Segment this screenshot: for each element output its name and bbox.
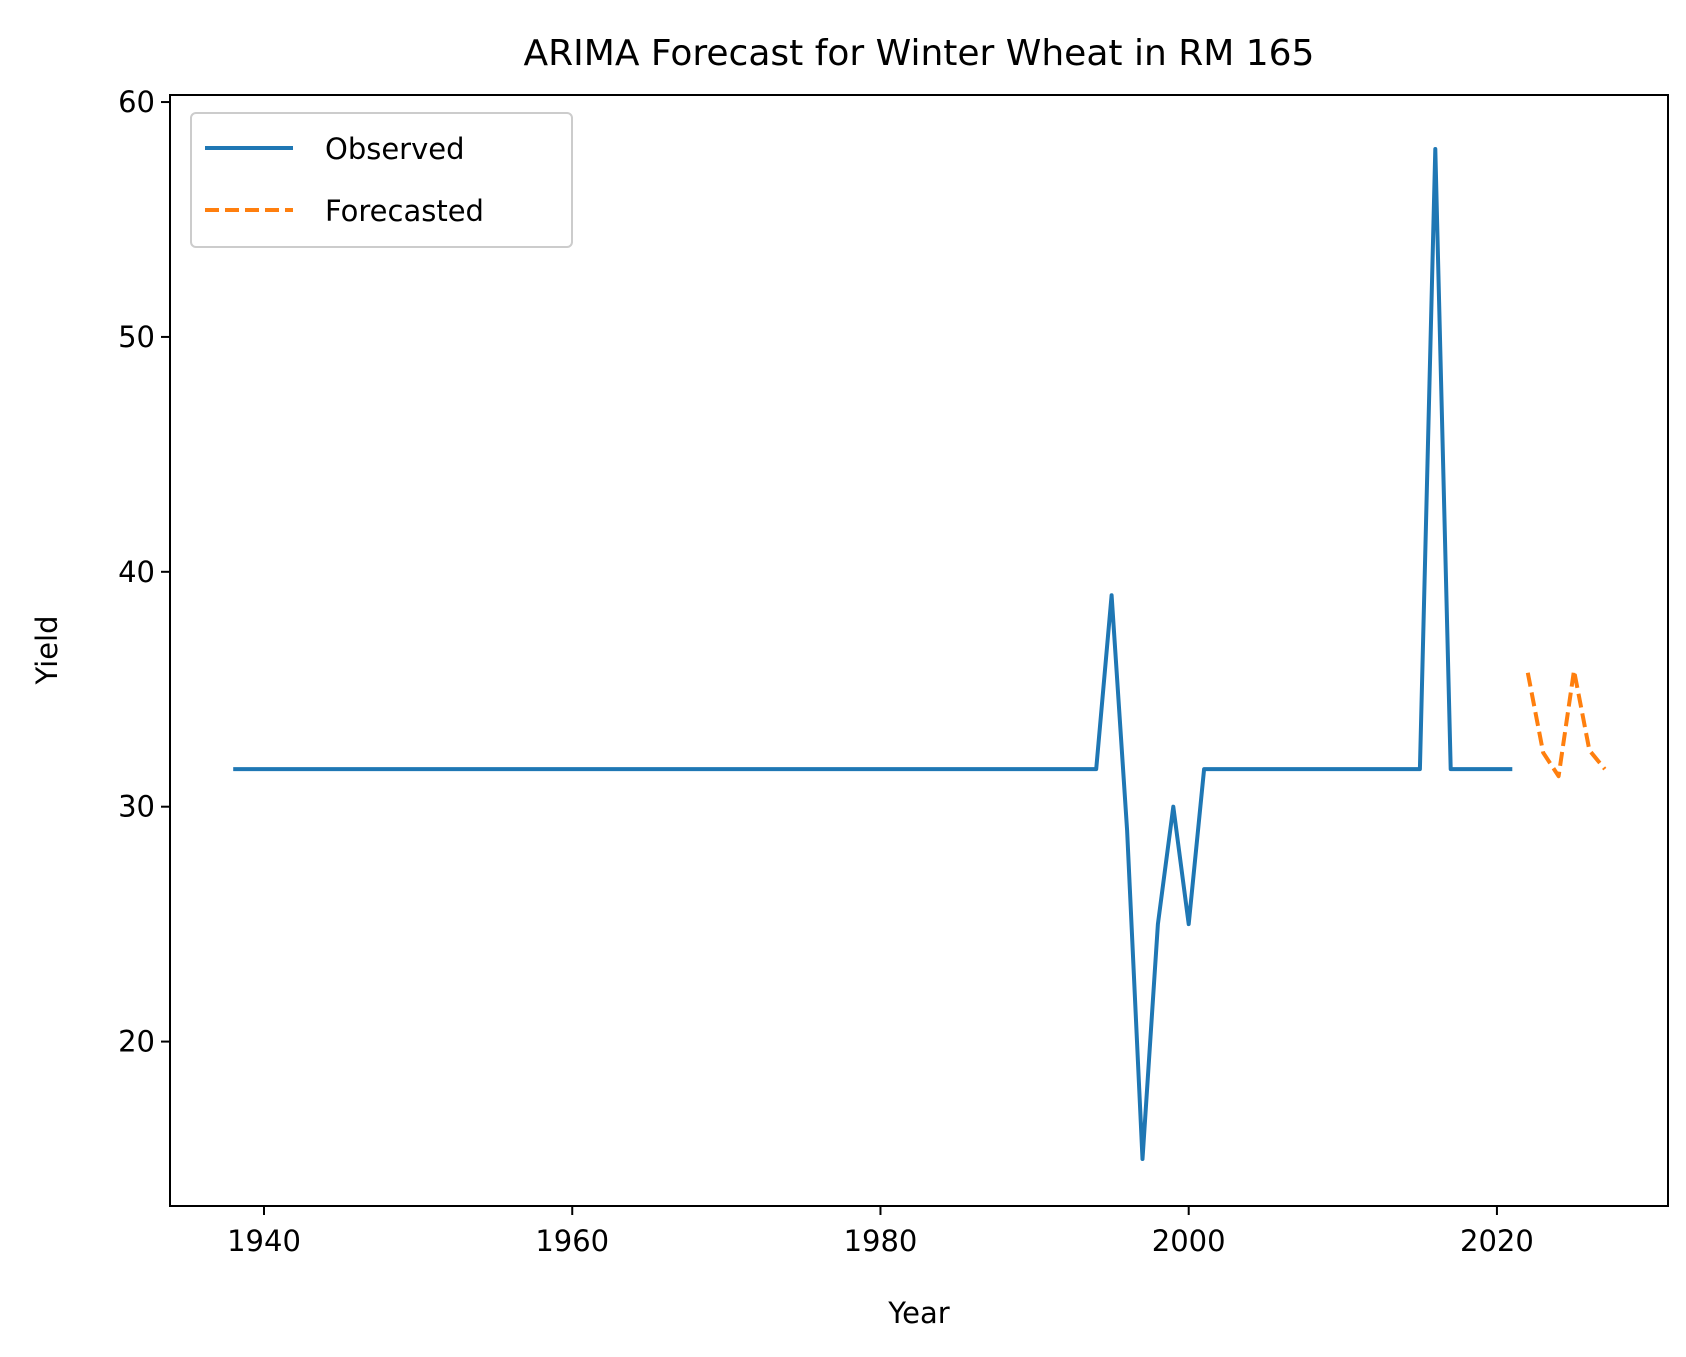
- legend: Observed Forecasted: [190, 112, 573, 248]
- legend-label-observed: Observed: [325, 132, 465, 166]
- series-line-forecasted: [1525, 668, 1607, 779]
- plot-frame: [169, 94, 1669, 1207]
- y-tick-label: 20: [118, 1025, 155, 1059]
- x-tick-label: 1960: [535, 1224, 609, 1258]
- x-tick-label: 2020: [1460, 1224, 1534, 1258]
- chart-title: ARIMA Forecast for Winter Wheat in RM 16…: [524, 33, 1315, 74]
- plot-area: [233, 147, 1607, 1161]
- y-axis-label: Yield: [30, 615, 64, 685]
- x-axis-label: Year: [887, 1296, 949, 1330]
- y-tick-label: 40: [118, 555, 155, 589]
- series-line-observed: [233, 147, 1513, 1161]
- legend-label-forecasted: Forecasted: [325, 194, 484, 228]
- x-tick-label: 2000: [1152, 1224, 1226, 1258]
- y-tick-label: 60: [118, 85, 155, 119]
- x-tick-label: 1980: [844, 1224, 918, 1258]
- x-tick-label: 1940: [227, 1224, 301, 1258]
- y-tick-label: 50: [118, 320, 155, 354]
- y-tick-label: 30: [118, 790, 155, 824]
